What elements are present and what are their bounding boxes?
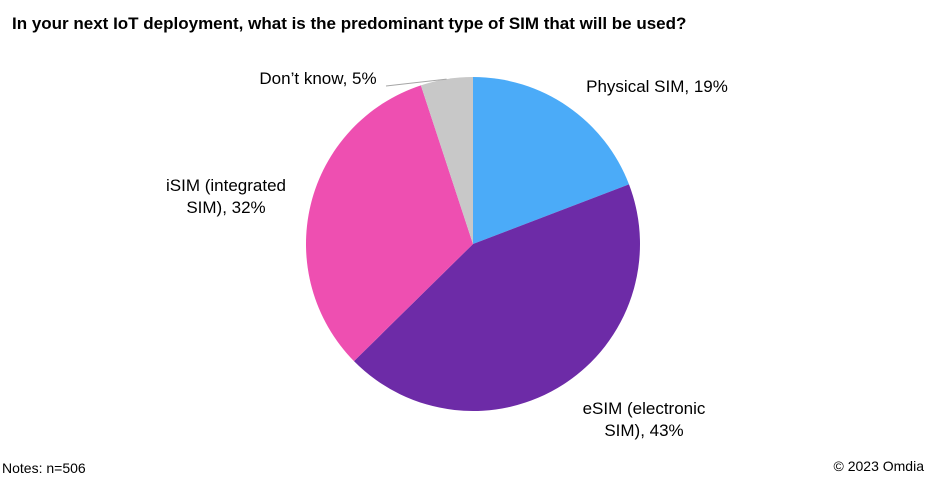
pie-slice [353, 184, 640, 412]
slice-label-line: iSIM (integrated [166, 176, 286, 195]
pie-slices [305, 77, 640, 412]
copyright-text: © 2023 Omdia [833, 458, 924, 474]
slice-label: eSIM (electronic SIM), 43% [583, 399, 706, 440]
slice-label-line: Don’t know, 5% [259, 69, 376, 88]
pie-slice [420, 77, 473, 244]
leader-line [385, 78, 447, 87]
slice-label-line: SIM), 43% [604, 421, 683, 440]
slice-label-line: eSIM (electronic [583, 399, 706, 418]
slice-label-line: SIM), 32% [186, 198, 265, 217]
slice-label: Physical SIM, 19% [586, 77, 728, 96]
chart-title: In your next IoT deployment, what is the… [12, 14, 687, 33]
pie-slice [305, 85, 473, 362]
slice-label: iSIM (integrated SIM), 32% [166, 176, 286, 217]
slice-labels: Physical SIM, 19% eSIM (electronic SIM), 4… [166, 69, 728, 440]
slice-label: Don’t know, 5% [259, 69, 376, 88]
pie-slice [473, 77, 629, 244]
notes-text: Notes: n=506 [2, 460, 86, 476]
slice-label-line: Physical SIM, 19% [586, 77, 728, 96]
leader-lines [385, 78, 447, 87]
